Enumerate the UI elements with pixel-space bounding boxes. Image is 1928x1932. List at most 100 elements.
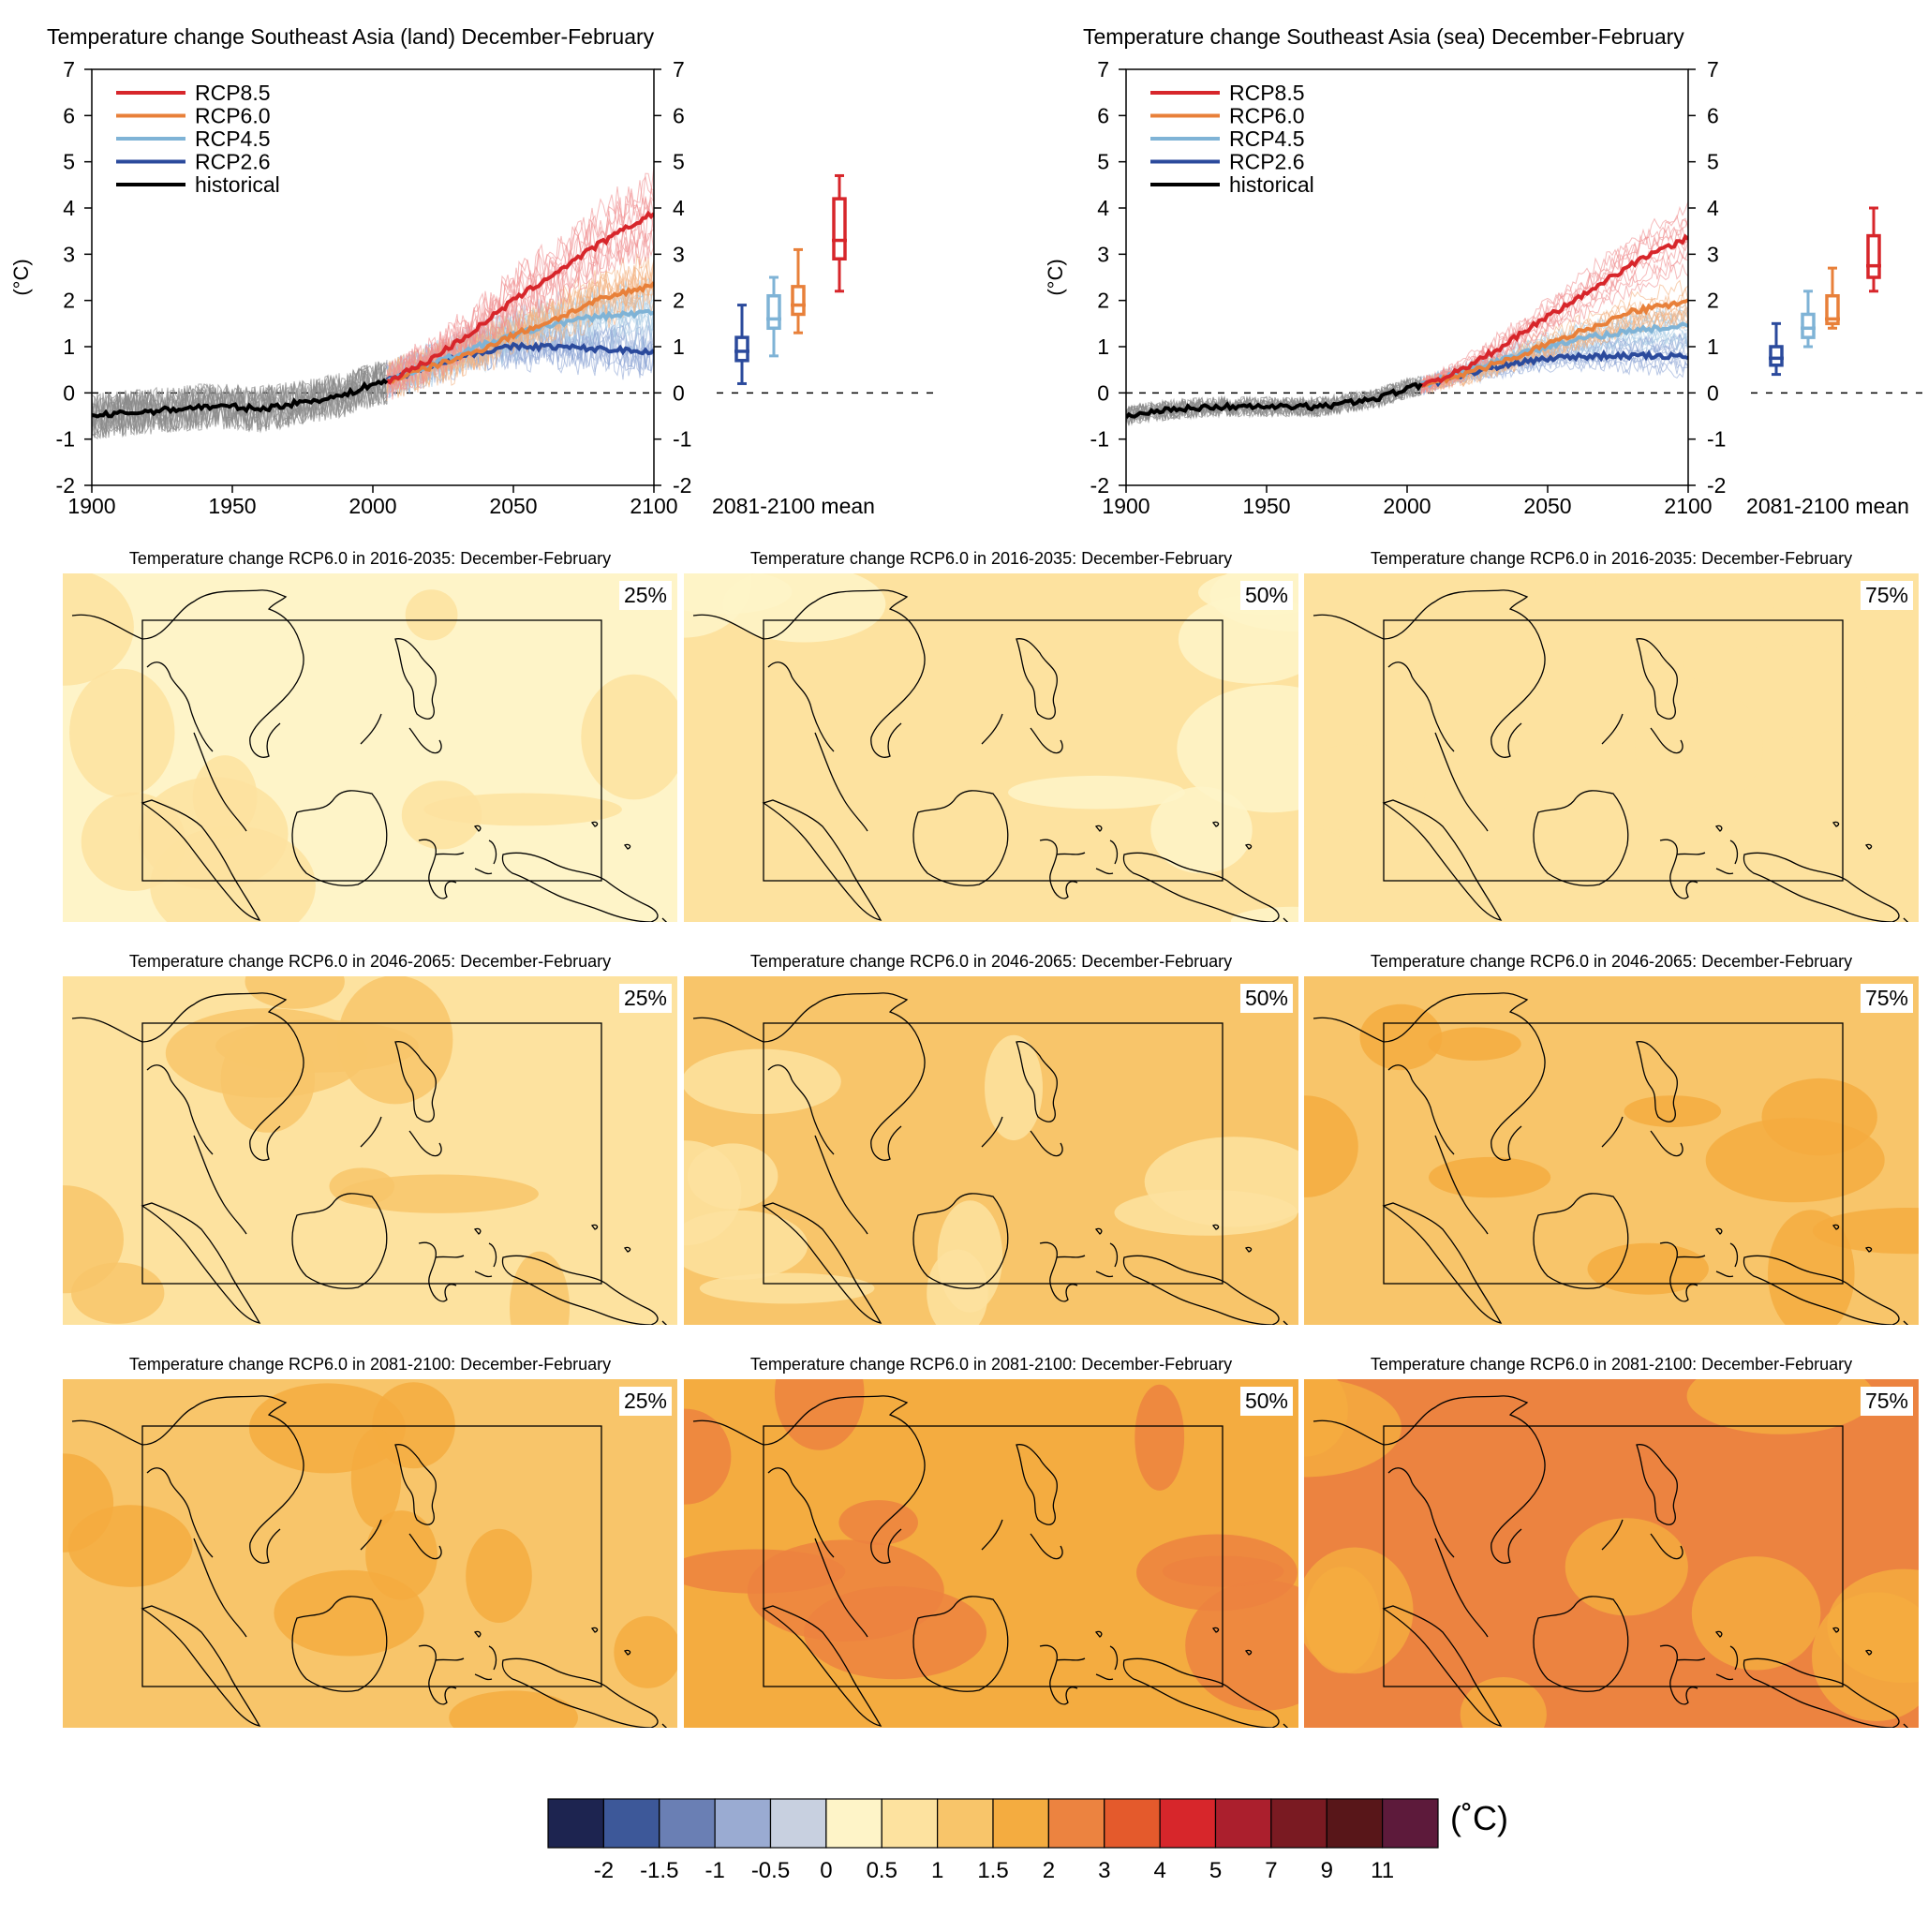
coastline [473,1224,631,1253]
colorbar-swatch [825,1798,882,1849]
contour-patch [1185,1580,1298,1711]
y-tick-label: 7 [1097,57,1109,82]
x-tick-label: 1950 [1242,494,1290,518]
legend-label: RCP6.0 [1229,104,1305,128]
coastline [473,821,631,850]
colorbar-tick-label: -1 [704,1858,725,1883]
map-panel: 50% [684,976,1298,1325]
map-svg [684,992,1298,1325]
contour-patch [1812,1208,1919,1255]
y-tick-label-right: -1 [673,427,691,452]
contour-patch [1135,1384,1185,1491]
colorbar-tick-label: 7 [1265,1858,1278,1883]
coastline [692,1395,926,1564]
colorbar-tick-label: -0.5 [750,1858,791,1883]
colorbar-swatch [1270,1798,1327,1849]
contour-patch [1359,1003,1443,1071]
y-tick-label-right: 7 [1707,57,1719,82]
coastline [1743,852,1900,922]
coastline [474,840,497,875]
mean-line-rcp60 [386,281,654,384]
coastline [1533,1193,1629,1289]
map-svg [63,976,668,1325]
y-tick-label: 5 [63,150,75,174]
y-tick-label-right: 5 [673,150,685,174]
colorbar-tick-label: 4 [1153,1858,1166,1883]
x-tick-label: 2000 [1383,494,1431,518]
coastline [291,790,388,886]
contour-patch [1423,758,1472,867]
coastline [71,589,304,758]
box-iqr [1866,233,1881,279]
y-tick-label: 0 [63,380,75,405]
coastline [193,732,247,832]
coastline [1601,1444,1683,1560]
colorbar-tick-label: -2 [593,1858,615,1883]
contour-patch [1428,1027,1521,1061]
contour-patch [1565,1518,1688,1616]
map-svg [1304,573,1909,922]
y-tick-label-right: 0 [1707,380,1719,405]
mean-line-rcp85 [1420,233,1688,387]
contour-patch [350,1428,402,1528]
percentile-label: 25% [618,984,672,1013]
contour-patch [274,1569,424,1657]
colorbar-swatch [1159,1798,1217,1849]
coastline [1601,1041,1683,1157]
map-title: Temperature change RCP6.0 in 2046-2065: … [749,952,1233,971]
region-box [1383,1022,1844,1285]
contour-patch [63,573,134,686]
colorbar-tick-label: 0.5 [866,1858,897,1883]
colorbar-swatch [547,1798,604,1849]
contour-patch [67,1505,193,1587]
box-iqr [1825,293,1840,326]
coastline [692,992,926,1161]
coastline [762,1202,882,1324]
coastline [1039,839,1086,899]
y-tick-label: -1 [1090,427,1109,452]
coastline [1283,1320,1289,1325]
coastline [1434,1538,1489,1638]
coastline [1039,1644,1086,1705]
colorbar-unit: (˚C) [1450,1799,1508,1837]
coastline [1903,917,1909,922]
contour-patch [466,1528,532,1623]
coastline [1743,1657,1900,1728]
contour-patch [245,976,345,1009]
coastline [814,732,868,832]
mean-line-historical [1126,381,1423,420]
coastline [418,1241,465,1302]
coastline [1434,1135,1489,1235]
coastline [1533,790,1629,886]
map-svg [1304,992,1919,1325]
contour-patch [1705,1118,1885,1203]
coastline [1533,1596,1629,1692]
map-svg [1304,1379,1919,1728]
colorbar-swatch [1382,1798,1439,1849]
y-tick-label-right: 0 [673,380,685,405]
map-title: Temperature change RCP6.0 in 2016-2035: … [1370,549,1853,568]
coastline [501,852,659,922]
region-box [141,619,602,882]
contour-patch [1304,1095,1358,1197]
x-tick-label: 1950 [208,494,256,518]
contour-patch [1483,573,1597,622]
ts-title-sea: Temperature change Southeast Asia (sea) … [1083,24,1684,49]
legend-label: RCP2.6 [1229,150,1305,174]
coastline [762,1605,882,1727]
y-tick-label: 4 [63,196,75,220]
coastline [1095,1645,1119,1681]
contour-patch [1304,744,1414,832]
y-tick-label-right: 2 [1707,289,1719,313]
y-tick-label: 3 [63,242,75,266]
legend-label: RCP4.5 [1229,126,1305,151]
y-axis-label: (°C) [9,259,33,295]
contour-patch [1144,1137,1298,1227]
y-tick-label-right: 5 [1707,150,1719,174]
colorbar-tick-label: 3 [1098,1858,1111,1883]
y-tick-label-right: 4 [1707,196,1719,220]
plot-area [92,165,654,440]
contour-patch [1304,826,1369,922]
y-tick-label: -2 [56,473,75,498]
legend-label: RCP8.5 [1229,81,1305,105]
